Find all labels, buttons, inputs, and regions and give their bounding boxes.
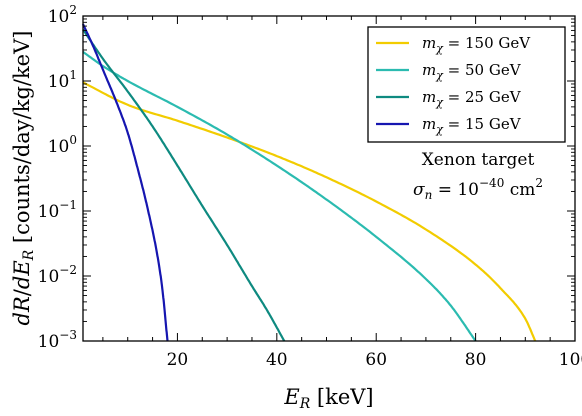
tick-labels: 20 40 60 80 100 10−3 10−2 10−1 100 101 102 <box>38 3 582 370</box>
series-line-25-gev <box>82 28 286 342</box>
y-tick-label: 101 <box>48 68 77 92</box>
x-tick-label: 60 <box>365 350 387 370</box>
y-tick-label: 102 <box>48 3 77 27</box>
y-tick-label: 10−3 <box>38 328 77 352</box>
series-lines <box>81 23 537 342</box>
annotation-cross-section: σn = 10−40 cm2 <box>413 176 543 202</box>
legend: mχ = 150 GeV mχ = 50 GeV mχ = 25 GeV mχ = 1… <box>367 26 566 143</box>
legend-label-15-gev: mχ = 15 GeV <box>422 115 522 136</box>
series-line-50-gev <box>82 51 477 342</box>
x-tick-label: 100 <box>559 350 582 370</box>
legend-label-150-gev: mχ = 150 GeV <box>422 34 531 55</box>
legend-box <box>367 26 566 143</box>
annotation-target: Xenon target <box>422 150 535 170</box>
y-axis-title: dR/dER [counts/day/kg/keV] <box>10 31 37 326</box>
x-tick-label: 40 <box>266 350 288 370</box>
y-tick-label: 100 <box>48 133 77 157</box>
series-line-15-gev <box>81 23 169 342</box>
y-tick-label: 10−2 <box>38 263 77 287</box>
series-line-150-gev <box>82 81 537 342</box>
plot-frame <box>82 15 576 342</box>
y-tick-label: 10−1 <box>38 198 77 222</box>
x-tick-label: 80 <box>465 350 487 370</box>
legend-label-50-gev: mχ = 50 GeV <box>422 61 522 82</box>
x-axis-title: ER [keV] <box>283 385 373 412</box>
legend-label-25-gev: mχ = 25 GeV <box>422 88 522 109</box>
axis-ticks <box>83 16 575 341</box>
x-tick-label: 20 <box>167 350 189 370</box>
